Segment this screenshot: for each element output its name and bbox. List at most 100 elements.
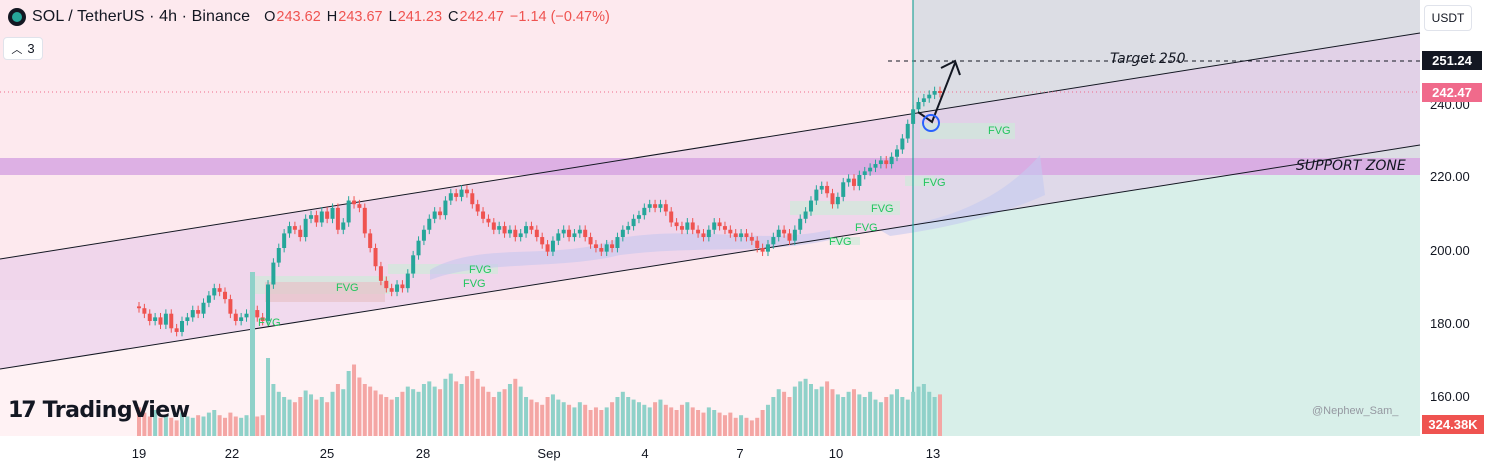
candle-body: [615, 237, 620, 248]
volume-bar: [421, 384, 426, 436]
fvg-label: FVG: [258, 317, 281, 329]
candle-body: [889, 156, 894, 165]
candle-body: [163, 313, 168, 325]
entry-circle: [922, 114, 940, 132]
volume-bar: [400, 391, 405, 436]
candle-body: [728, 229, 733, 234]
candle-body: [384, 280, 389, 289]
low-value: 241.23: [397, 9, 443, 25]
candle-body: [653, 204, 658, 208]
volume-bar: [572, 407, 577, 436]
volume-bar: [739, 415, 744, 436]
candle-body: [878, 160, 883, 165]
tradingview-logo[interactable]: 17 TradingView: [8, 398, 190, 423]
candle-body: [894, 149, 899, 157]
candle-body: [567, 229, 572, 238]
volume-bar: [577, 402, 582, 436]
y-tick-label: 160.00: [1430, 389, 1470, 404]
volume-bar: [857, 394, 862, 436]
x-tick-label: 7: [736, 446, 744, 461]
volume-bar: [260, 415, 265, 436]
volume-bar: [174, 420, 179, 436]
volume-bar: [459, 384, 464, 436]
candle-body: [593, 244, 598, 248]
candle-body: [330, 207, 335, 219]
candle-body: [239, 317, 244, 321]
candle-body: [529, 226, 534, 230]
candle-body: [373, 248, 378, 267]
candle-body: [481, 211, 486, 219]
candle-body: [679, 226, 684, 230]
volume-bar: [228, 412, 233, 436]
volume-bar: [830, 389, 835, 436]
volume-bar: [841, 397, 846, 436]
volume-bar: [169, 417, 174, 436]
volume-bar: [749, 420, 754, 436]
open-value: 243.62: [276, 9, 321, 25]
symbol-title[interactable]: SOL / TetherUS · 4h · Binance: [32, 8, 251, 25]
volume-bar: [395, 397, 400, 436]
currency-unit-button[interactable]: USDT: [1424, 5, 1472, 31]
candle-body: [314, 215, 319, 223]
candle-body: [572, 233, 577, 238]
candle-body: [335, 207, 340, 230]
volume-bar: [497, 391, 502, 436]
candle-body: [862, 171, 867, 175]
volume-bar: [486, 391, 491, 436]
indicators-count: 3: [27, 41, 35, 56]
volume-tag: 324.38K: [1422, 415, 1484, 434]
fvg-zone: [790, 201, 900, 215]
volume-bar: [303, 390, 308, 436]
candle-body: [416, 240, 421, 256]
volume-bar: [142, 412, 147, 436]
volume-bar: [212, 410, 217, 436]
volume-bar: [271, 384, 276, 436]
candle-body: [137, 306, 141, 309]
candle-body: [464, 189, 469, 194]
volume-bar: [706, 407, 711, 436]
candle-body: [545, 244, 550, 252]
volume-bar: [733, 417, 738, 436]
candle-body: [233, 313, 238, 321]
volume-bar: [158, 417, 163, 436]
volume-bar: [292, 402, 297, 436]
candle-body: [400, 284, 405, 289]
volume-bar: [319, 397, 324, 436]
indicators-toggle-button[interactable]: ︿ 3: [3, 37, 43, 60]
candle-body: [206, 295, 211, 303]
volume-bar: [776, 389, 781, 436]
candle-body: [346, 200, 351, 223]
candle-body: [507, 229, 512, 234]
candle-body: [739, 233, 744, 238]
volume-bar: [464, 376, 469, 436]
volume-bar: [610, 402, 615, 436]
candle-body: [932, 91, 937, 95]
support-zone-annotation[interactable]: SUPPORT ZONE: [1296, 158, 1406, 174]
volume-bar: [137, 407, 141, 436]
candle-body: [443, 200, 448, 216]
candle-body: [185, 317, 190, 321]
target-annotation[interactable]: Target 250: [1110, 51, 1186, 67]
volume-bar: [878, 402, 883, 436]
candle-body: [158, 317, 163, 325]
volume-bar: [900, 397, 905, 436]
volume-bar: [502, 389, 507, 436]
volume-bar: [696, 410, 701, 436]
candle-body: [502, 226, 507, 234]
fvg-label: FVG: [469, 264, 492, 276]
volume-bar: [658, 399, 663, 436]
volume-bar: [201, 416, 206, 436]
volume-bar: [835, 394, 840, 436]
candle-body: [706, 229, 711, 238]
volume-bar: [911, 391, 916, 436]
volume-bar: [755, 417, 760, 436]
candle-body: [497, 226, 502, 230]
candle-body: [459, 189, 464, 197]
candle-body: [765, 244, 770, 252]
candle-body: [722, 226, 727, 230]
candle-body: [556, 233, 561, 241]
volume-bar: [250, 272, 255, 436]
candle-body: [921, 98, 926, 102]
